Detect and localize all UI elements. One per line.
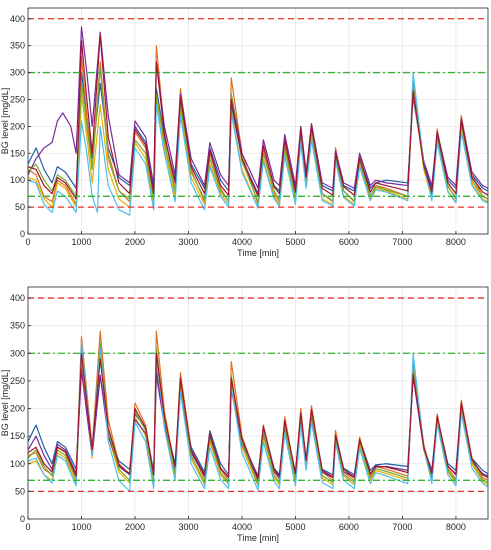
y-tick-label: 250 (10, 376, 25, 386)
y-tick-label: 150 (10, 148, 25, 158)
y-tick-label: 250 (10, 94, 25, 104)
x-tick-label: 1000 (71, 522, 91, 532)
y-tick-label: 200 (10, 404, 25, 414)
x-tick-label: 6000 (339, 522, 359, 532)
y-tick-label: 400 (10, 293, 25, 303)
y-tick-label: 100 (10, 459, 25, 469)
axes-frame (27, 286, 489, 520)
y-tick-label: 300 (10, 348, 25, 358)
x-tick-label: 3000 (178, 237, 198, 247)
y-axis-label: BG level [mg/dL] (0, 370, 10, 437)
x-tick-label: 8000 (446, 237, 466, 247)
x-tick-label: 2000 (125, 522, 145, 532)
series-layer (28, 26, 488, 216)
x-tick-label: 4000 (232, 522, 252, 532)
y-tick-label: 300 (10, 68, 25, 78)
x-tick-label: 5000 (285, 237, 305, 247)
y-tick-label: 100 (10, 175, 25, 185)
chart-panel-1: 0 1000 2000 3000 4000 5000 6000 7000 8000 0 50 100 1… (0, 7, 489, 258)
y-tick-label: 400 (10, 14, 25, 24)
x-tick-label: 0 (25, 522, 30, 532)
x-tick-label: 7000 (392, 237, 412, 247)
y-tick-label: 350 (10, 41, 25, 51)
x-tick-label: 2000 (125, 237, 145, 247)
series-line-7 (28, 352, 488, 479)
y-tick-label: 350 (10, 321, 25, 331)
y-axis-label: BG level [mg/dL] (0, 88, 10, 155)
x-tick-label: 5000 (285, 522, 305, 532)
y-tick-label: 200 (10, 121, 25, 131)
axes-frame (27, 7, 489, 235)
x-tick-label: 7000 (392, 522, 412, 532)
x-tick-label: 4000 (232, 237, 252, 247)
x-tick-label: 8000 (446, 522, 466, 532)
chart-panel-2: 0 1000 2000 3000 4000 5000 6000 7000 8000 0 50 100 1… (0, 286, 489, 543)
x-axis-label: Time [min] (237, 533, 279, 543)
x-tick-label: 6000 (339, 237, 359, 247)
series-layer (28, 330, 488, 492)
y-tick-label: 50 (15, 486, 25, 496)
x-tick-label: 1000 (71, 237, 91, 247)
x-tick-label: 3000 (178, 522, 198, 532)
y-tick-label: 0 (20, 514, 25, 524)
x-tick-label: 0 (25, 237, 30, 247)
y-tick-label: 0 (20, 229, 25, 239)
x-axis-label: Time [min] (237, 248, 279, 258)
y-tick-label: 150 (10, 431, 25, 441)
y-tick-label: 50 (15, 202, 25, 212)
